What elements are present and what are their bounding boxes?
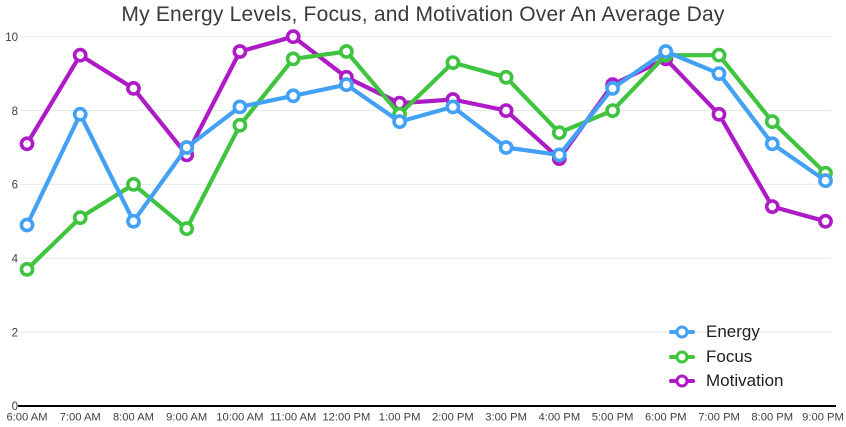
focus-point-icon <box>675 350 689 364</box>
energy-line-marker-icon <box>669 325 695 339</box>
data-point-motivation-15[interactable] <box>818 213 833 229</box>
x-tick-label-7-00-pm: 7:00 PM <box>698 412 740 424</box>
data-point-focus-3[interactable] <box>179 221 195 237</box>
series-line-energy <box>24 49 828 228</box>
data-point-energy-5[interactable] <box>285 88 301 104</box>
data-point-motivation-5[interactable] <box>285 29 301 45</box>
data-point-focus-11[interactable] <box>605 103 620 118</box>
motivation-line-marker-icon <box>669 374 695 388</box>
legend-item-motivation[interactable]: Motivation <box>669 369 783 394</box>
x-tick-label-3-00-pm: 3:00 PM <box>485 412 527 424</box>
x-tick-label-7-00-am: 7:00 AM <box>60 412 101 424</box>
legend-label-motivation: Motivation <box>706 371 784 391</box>
data-point-energy-7[interactable] <box>392 114 407 129</box>
chart-title: My Energy Levels, Focus, and Motivation … <box>121 3 725 26</box>
chart-legend: Energy Focus Motivation <box>669 320 783 394</box>
data-point-energy-6[interactable] <box>338 77 354 93</box>
x-tick-label-10-00-am: 10:00 AM <box>216 412 263 424</box>
x-tick-label-9-00-pm: 9:00 PM <box>802 412 844 424</box>
y-tick-label-6: 6 <box>12 180 18 192</box>
y-tick-label-0: 0 <box>12 401 18 413</box>
data-point-energy-1[interactable] <box>72 106 88 122</box>
data-point-focus-2[interactable] <box>126 176 141 192</box>
x-tick-label-11-00-am: 11:00 AM <box>270 412 316 424</box>
x-tick-label-8-00-am: 8:00 AM <box>113 412 154 424</box>
data-point-focus-6[interactable] <box>338 44 354 59</box>
data-point-energy-14[interactable] <box>764 136 780 152</box>
data-point-energy-4[interactable] <box>232 99 248 115</box>
data-point-motivation-4[interactable] <box>232 44 248 59</box>
data-point-motivation-9[interactable] <box>498 103 514 118</box>
data-point-focus-8[interactable] <box>445 55 461 70</box>
data-point-energy-3[interactable] <box>179 140 195 155</box>
data-point-focus-0[interactable] <box>19 261 35 277</box>
data-point-motivation-13[interactable] <box>711 106 727 122</box>
data-point-energy-2[interactable] <box>126 213 141 229</box>
legend-item-energy[interactable]: Energy <box>669 320 783 345</box>
y-tick-label-4: 4 <box>12 253 19 265</box>
data-point-energy-10[interactable] <box>551 147 567 163</box>
data-point-motivation-0[interactable] <box>19 136 35 152</box>
x-tick-label-4-00-pm: 4:00 PM <box>538 412 580 424</box>
data-point-focus-10[interactable] <box>551 125 567 141</box>
x-tick-label-5-00-pm: 5:00 PM <box>592 412 634 424</box>
data-point-focus-13[interactable] <box>711 47 727 63</box>
x-tick-label-1-00-pm: 1:00 PM <box>379 412 421 424</box>
data-point-motivation-14[interactable] <box>764 199 780 214</box>
legend-label-focus: Focus <box>706 346 753 366</box>
data-point-energy-13[interactable] <box>711 66 727 81</box>
legend-item-focus[interactable]: Focus <box>669 345 783 370</box>
data-point-focus-5[interactable] <box>285 51 301 67</box>
data-point-motivation-2[interactable] <box>126 81 141 96</box>
y-tick-label-10: 10 <box>5 32 18 44</box>
x-tick-label-6-00-am: 6:00 AM <box>6 412 47 424</box>
data-point-energy-12[interactable] <box>658 44 674 59</box>
x-tick-label-9-00-am: 9:00 AM <box>166 412 207 424</box>
x-tick-label-2-00-pm: 2:00 PM <box>432 412 474 424</box>
data-point-focus-1[interactable] <box>72 210 88 226</box>
data-point-focus-4[interactable] <box>232 117 248 133</box>
data-point-focus-14[interactable] <box>764 114 780 129</box>
y-tick-label-8: 8 <box>12 106 18 118</box>
x-tick-label-8-00-pm: 8:00 PM <box>751 412 793 424</box>
data-point-focus-9[interactable] <box>498 69 514 85</box>
motivation-point-icon <box>675 374 689 388</box>
legend-label-energy: Energy <box>706 322 760 342</box>
x-tick-label-12-00-pm: 12:00 PM <box>322 412 370 424</box>
data-point-energy-11[interactable] <box>605 81 620 96</box>
x-tick-label-6-00-pm: 6:00 PM <box>645 412 687 424</box>
data-point-energy-0[interactable] <box>19 217 35 233</box>
data-point-energy-9[interactable] <box>498 140 514 155</box>
energy-point-icon <box>675 325 689 339</box>
series-line-motivation <box>24 34 828 224</box>
series-line-focus <box>24 49 828 272</box>
focus-line-marker-icon <box>669 350 695 364</box>
y-tick-label-2: 2 <box>12 327 18 339</box>
data-point-energy-15[interactable] <box>818 173 833 189</box>
data-point-energy-8[interactable] <box>445 99 461 115</box>
data-point-motivation-1[interactable] <box>72 47 88 63</box>
